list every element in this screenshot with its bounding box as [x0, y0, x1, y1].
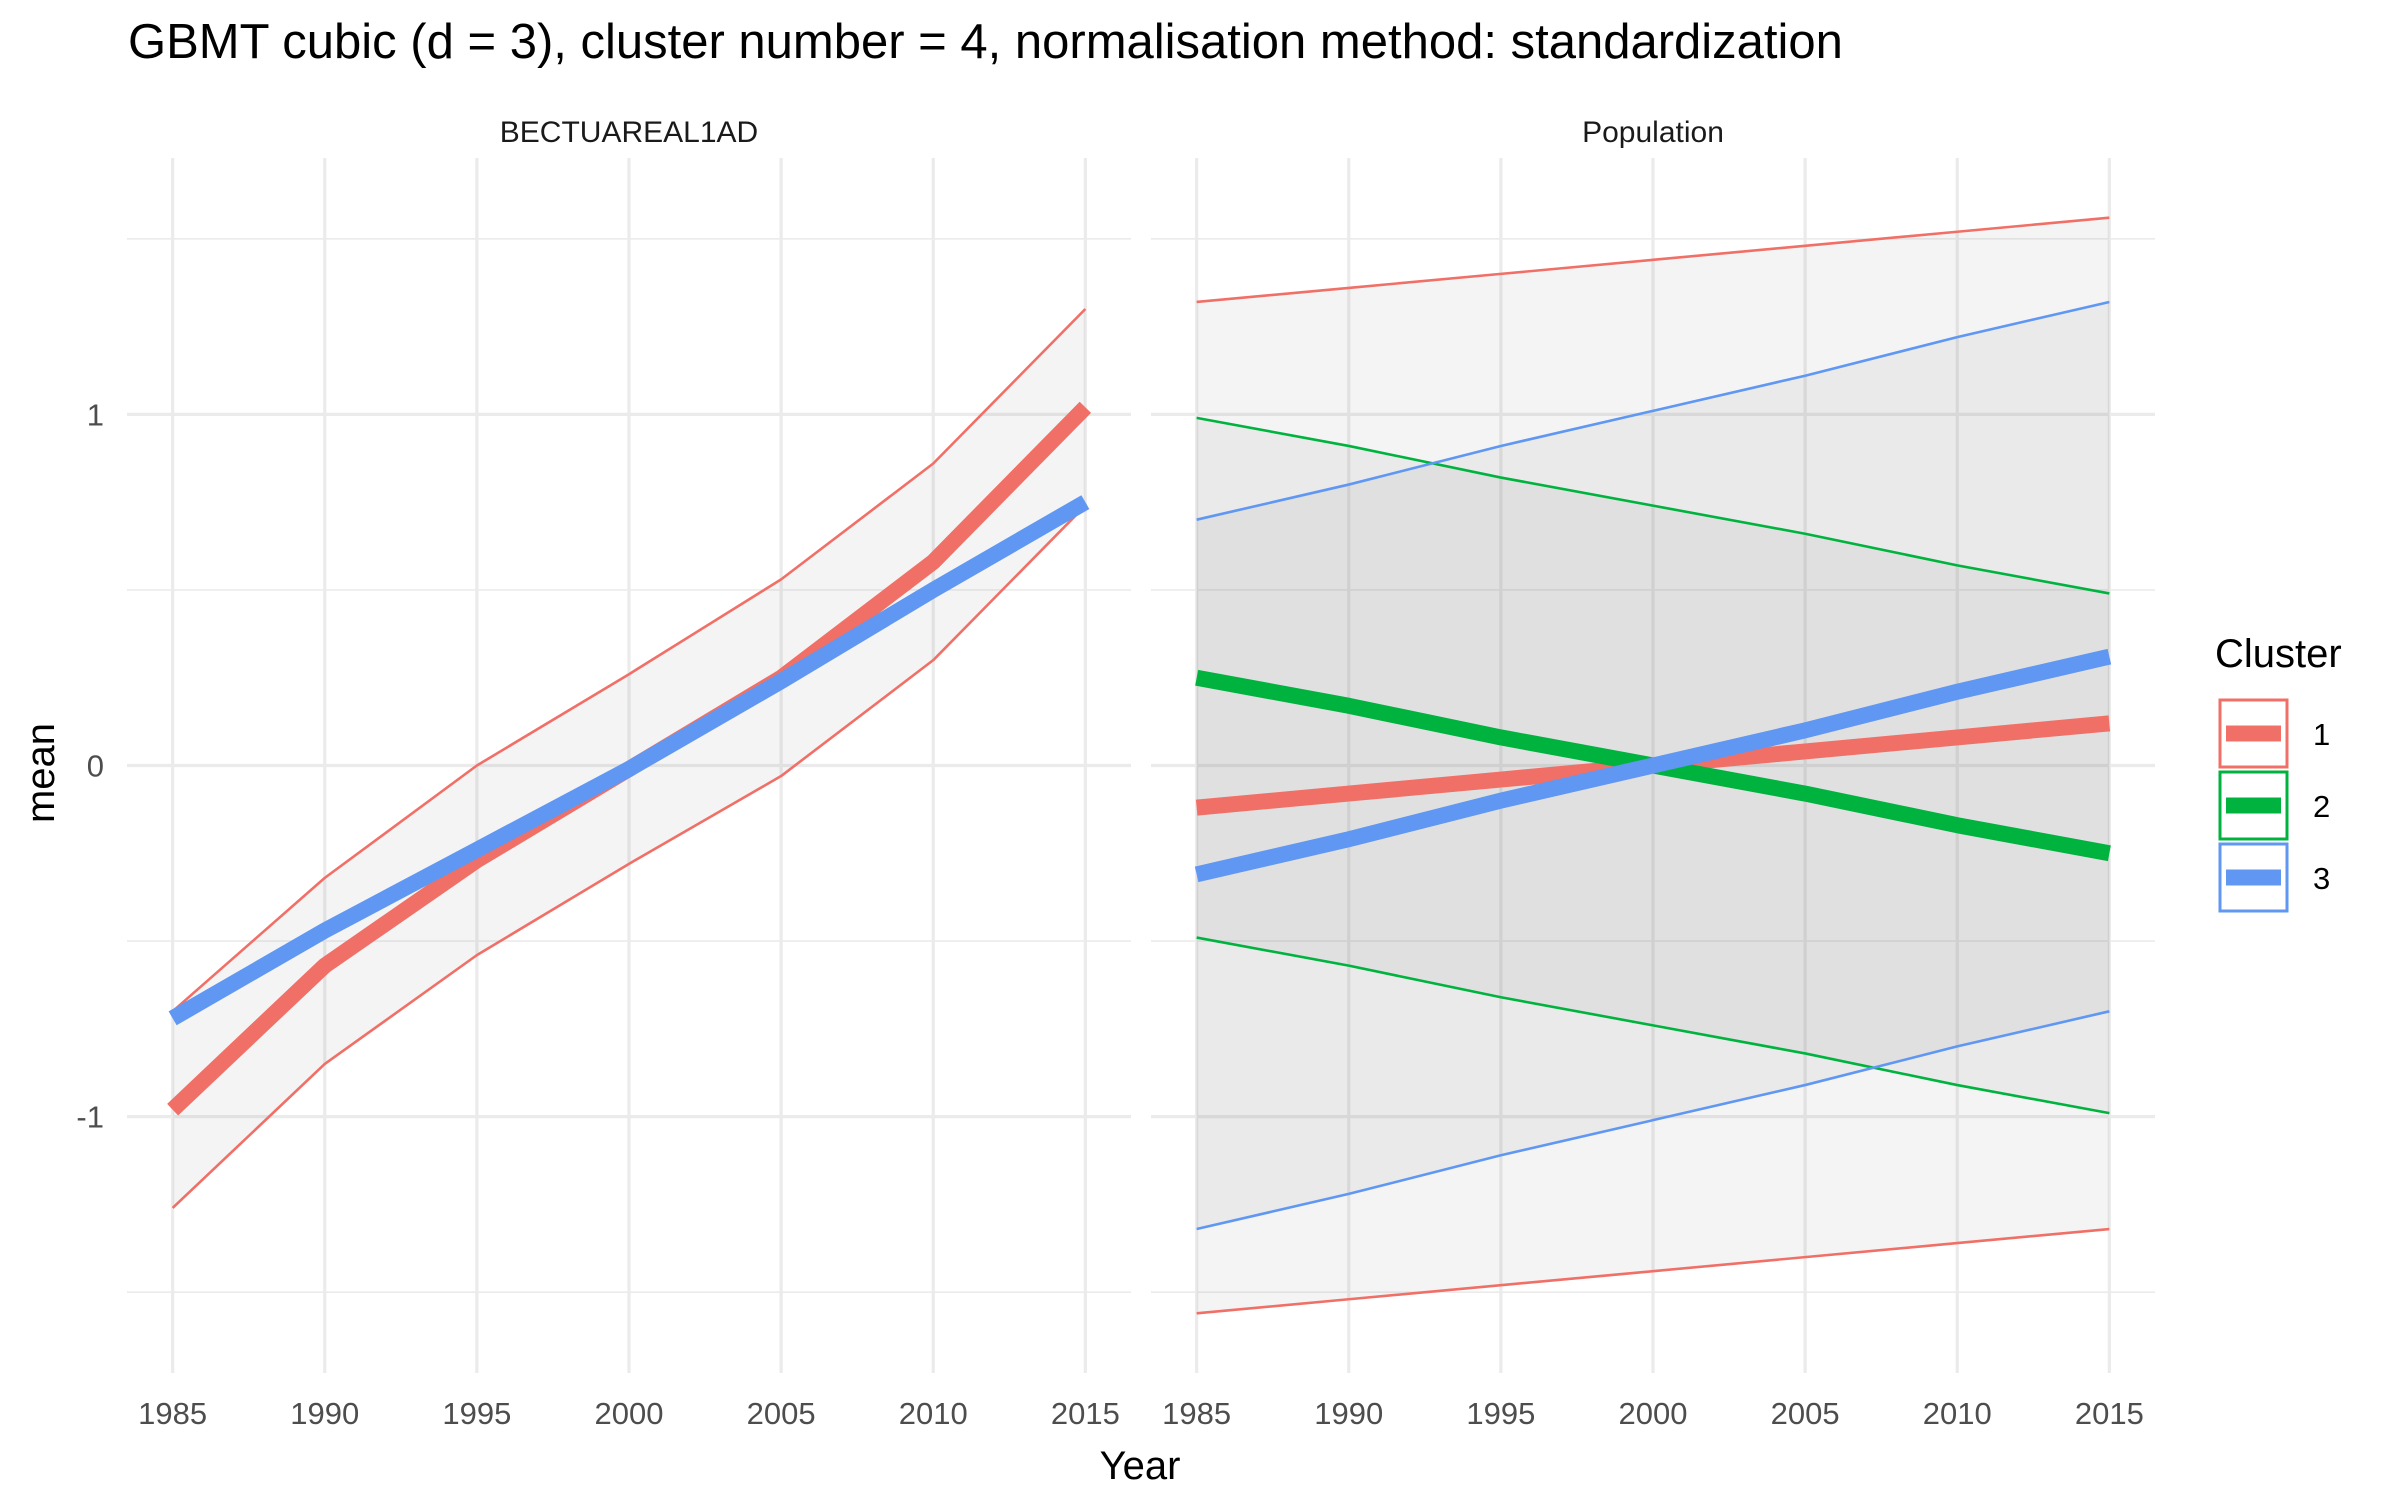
band-upper-cluster-3: [1196, 300, 2110, 521]
x-tick-label: 2010: [1923, 1396, 1992, 1431]
x-tick-label: 1985: [1162, 1396, 1231, 1431]
x-tick-label: 2015: [2075, 1396, 2144, 1431]
band-upper-cluster-2: [1196, 416, 2110, 595]
x-tick-label: 1995: [1466, 1396, 1535, 1431]
x-tick-label: 1995: [442, 1396, 511, 1431]
legend-label-1: 1: [2313, 717, 2330, 752]
y-tick-label: 0: [87, 749, 104, 784]
x-tick-label: 1990: [290, 1396, 359, 1431]
x-tick-label: 1990: [1314, 1396, 1383, 1431]
legend: 1 2 3: [2218, 698, 2330, 913]
mean-line-cluster-3: [168, 495, 1090, 1026]
x-tick-label: 1985: [138, 1396, 207, 1431]
x-tick-label: 2005: [747, 1396, 816, 1431]
band-lower-cluster-1: [171, 504, 1087, 1209]
legend-label-2: 2: [2313, 789, 2330, 824]
x-tick-label: 2000: [595, 1396, 664, 1431]
legend-label-3: 3: [2313, 861, 2330, 896]
panel-title: BECTUAREAL1AD: [500, 116, 758, 149]
x-tick-label: 2015: [1051, 1396, 1120, 1431]
band-lower-cluster-1: [1196, 1227, 2110, 1315]
y-tick-label: 1: [87, 397, 104, 432]
band-upper-cluster-1: [1196, 216, 2110, 304]
chart-title: GBMT cubic (d = 3), cluster number = 4, …: [128, 15, 1843, 69]
legend-title: Cluster: [2215, 632, 2342, 676]
panel-1: BECTUAREAL1AD 1985 1990 1995 2000 2005 2010 201…: [127, 116, 1131, 1431]
y-axis-title: mean: [19, 723, 63, 823]
x-tick-label: 2005: [1771, 1396, 1840, 1431]
x-tick-label: 2000: [1619, 1396, 1688, 1431]
band-upper-cluster-1: [171, 308, 1087, 1013]
band-lower-cluster-2: [1196, 936, 2110, 1115]
x-axis-title: Year: [1100, 1444, 1181, 1488]
panels-layer: BECTUAREAL1AD 1985 1990 1995 2000 2005 2010 201…: [76, 116, 2155, 1431]
panel-title: Population: [1582, 116, 1724, 149]
y-tick-label: -1: [76, 1100, 104, 1135]
mean-line-cluster-3: [1194, 648, 2112, 883]
ribbon-cluster-1: [172, 308, 1086, 1208]
band-lower-cluster-3: [1196, 1010, 2110, 1231]
panel-2: Population 1985 1990 1995 2000 2005 2010 2015: [1151, 116, 2155, 1431]
x-tick-label: 2010: [899, 1396, 968, 1431]
